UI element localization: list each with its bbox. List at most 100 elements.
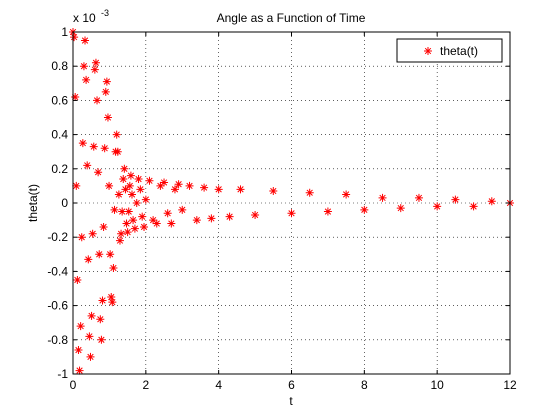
y-tick-label: 0.4 bbox=[51, 128, 68, 142]
y-exponent-power: -3 bbox=[101, 8, 109, 18]
data-point bbox=[305, 188, 314, 197]
data-point bbox=[81, 36, 90, 45]
data-point bbox=[149, 216, 158, 225]
data-point bbox=[115, 236, 124, 245]
x-tick-label: 4 bbox=[215, 378, 222, 392]
data-point bbox=[396, 204, 405, 213]
data-point bbox=[79, 62, 88, 71]
data-point bbox=[323, 207, 332, 216]
data-point bbox=[91, 58, 100, 67]
y-tick-label: 0.2 bbox=[51, 162, 68, 176]
legend: theta(t) bbox=[396, 38, 503, 63]
y-tick-label: 1 bbox=[61, 25, 68, 39]
data-point bbox=[106, 250, 115, 259]
data-point bbox=[287, 209, 296, 218]
data-point bbox=[82, 75, 91, 84]
data-point bbox=[103, 113, 112, 122]
y-tick-label: 0.8 bbox=[51, 59, 68, 73]
data-point bbox=[77, 233, 86, 242]
data-point bbox=[414, 193, 423, 202]
data-point bbox=[136, 185, 145, 194]
data-point bbox=[73, 275, 82, 284]
data-point bbox=[105, 181, 114, 190]
data-point bbox=[152, 219, 161, 228]
data-point bbox=[96, 315, 105, 324]
data-point bbox=[451, 195, 460, 204]
data-point bbox=[214, 185, 223, 194]
y-tick-label: -0.2 bbox=[47, 230, 68, 244]
data-point bbox=[132, 199, 141, 207]
x-tick-label: 8 bbox=[361, 378, 368, 392]
data-point bbox=[108, 298, 117, 307]
data-point bbox=[160, 178, 169, 187]
data-point bbox=[90, 65, 99, 74]
data-point bbox=[98, 296, 107, 305]
data-point bbox=[97, 335, 106, 344]
legend-marker bbox=[424, 47, 432, 55]
data-point bbox=[236, 185, 245, 194]
data-point bbox=[89, 142, 98, 151]
data-point bbox=[156, 181, 165, 190]
data-point bbox=[119, 175, 128, 184]
y-tick-label: 0 bbox=[61, 196, 68, 210]
data-point bbox=[129, 216, 138, 225]
data-point bbox=[102, 77, 111, 86]
x-tick-label: 10 bbox=[430, 378, 444, 392]
x-axis-label: t bbox=[289, 394, 293, 408]
legend-label: theta(t) bbox=[440, 44, 478, 58]
data-point bbox=[124, 207, 133, 216]
data-point bbox=[71, 92, 80, 101]
data-point bbox=[134, 175, 143, 184]
data-point bbox=[72, 181, 81, 190]
x-tick-label: 2 bbox=[142, 378, 149, 392]
data-point bbox=[86, 352, 95, 361]
data-point bbox=[95, 250, 104, 259]
data-point bbox=[99, 222, 108, 231]
data-point bbox=[93, 96, 102, 105]
data-point bbox=[269, 187, 278, 196]
data-point bbox=[84, 255, 93, 264]
data-point bbox=[170, 185, 179, 194]
y-tick-label: 0.6 bbox=[51, 93, 68, 107]
y-tick-label: -0.6 bbox=[47, 299, 68, 313]
data-point bbox=[125, 181, 134, 190]
data-point bbox=[117, 229, 126, 238]
chart-title: Angle as a Function of Time bbox=[217, 11, 366, 25]
data-point bbox=[118, 207, 127, 216]
data-point bbox=[110, 205, 119, 214]
data-point bbox=[87, 311, 96, 320]
data-point bbox=[120, 164, 129, 173]
y-axis-label: theta(t) bbox=[26, 184, 40, 222]
data-point bbox=[141, 195, 150, 204]
data-point bbox=[109, 263, 118, 272]
y-tick-label: -1 bbox=[57, 367, 68, 381]
data-point bbox=[94, 168, 103, 177]
data-point bbox=[174, 180, 183, 189]
x-tick-label: 0 bbox=[70, 378, 77, 392]
data-point bbox=[76, 322, 85, 331]
data-point bbox=[122, 219, 131, 228]
data-point bbox=[185, 181, 194, 190]
data-point bbox=[433, 202, 442, 211]
data-point bbox=[130, 224, 139, 233]
data-point bbox=[207, 214, 216, 223]
x-tick-label: 12 bbox=[503, 378, 517, 392]
legend-box bbox=[396, 38, 503, 63]
data-point bbox=[192, 216, 201, 225]
data-point bbox=[112, 130, 121, 139]
data-point bbox=[360, 205, 369, 214]
data-point bbox=[70, 33, 79, 42]
data-point bbox=[145, 176, 154, 185]
data-point bbox=[225, 212, 234, 221]
data-point bbox=[487, 197, 496, 206]
data-point bbox=[113, 147, 122, 156]
data-point bbox=[78, 139, 87, 148]
data-point bbox=[200, 183, 209, 192]
data-point bbox=[342, 190, 351, 199]
data-point bbox=[127, 190, 136, 199]
data-point bbox=[107, 293, 116, 302]
series-markers bbox=[69, 28, 514, 375]
data-point bbox=[167, 219, 176, 228]
